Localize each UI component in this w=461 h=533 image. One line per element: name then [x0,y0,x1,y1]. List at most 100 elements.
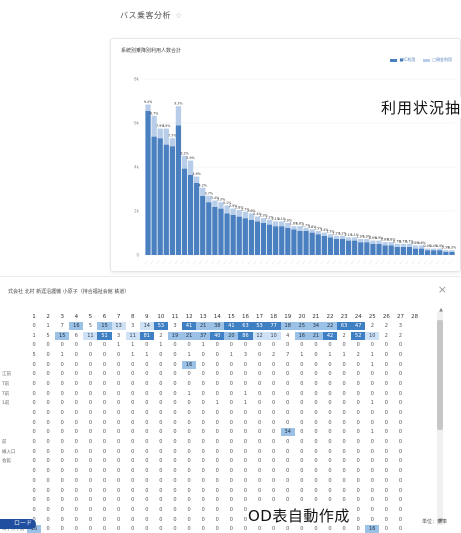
close-icon[interactable]: × [437,283,447,296]
x-tick-label: ····· [283,259,289,265]
page-title: バス乗客分析 ☆ [120,10,183,21]
od-cell: 12 [252,331,267,340]
od-cell: 0 [102,419,107,426]
y-tick-label: 6k [134,121,140,126]
od-column-header: 22 [326,313,334,320]
bar-ic [285,227,291,255]
bar-ic [230,215,236,255]
bar-ic [151,136,157,255]
od-cell: 0 [131,429,135,436]
od-row: 0 0 0 0 0 0 0 0 0 0 0 0 0 0 0 0 0 0 0 0 0 0 0 0 0 0 0 [0,408,432,418]
bar-ic [425,250,431,255]
x-tick-label: ····· [198,259,204,265]
od-cell: 0 [215,516,219,523]
od-cell: 0 [328,439,332,446]
od-cell: 0 [384,380,388,387]
x-tick-label: ····· [185,259,191,265]
od-cell: 0 [314,458,318,465]
od-cell: 0 [398,380,403,387]
od-cell: 0 [328,468,332,475]
od-cell: 0 [300,497,304,504]
bar-ic [200,195,206,255]
od-row-label: 線入口 [2,449,16,455]
od-column-header: 20 [298,313,306,320]
od-row-label: 1前 [2,401,10,407]
od-cell: 0 [88,497,93,504]
od-cell: 0 [398,351,403,358]
od-cell: 0 [187,516,191,523]
od-cell: 0 [60,439,64,446]
od-cell: 0 [46,380,50,387]
od-cell: 0 [32,410,36,417]
od-cell: 0 [243,410,248,417]
od-cell: 0 [74,390,78,397]
bar-cash [266,219,273,225]
od-cell: 0 [398,477,403,484]
od-cell: 0 [229,487,233,494]
od-cell: 0 [370,487,374,494]
data-label: 1.0% [363,235,371,239]
od-row: T前 0 0 0 0 0 0 0 0 0 0 0 1 0 0 0 1 0 0 0 0 0 0 0 0 0 0 0 [0,389,432,399]
x-tick-label: ····· [234,259,240,265]
bar-ic [266,224,273,255]
od-cell: 0 [159,380,163,387]
od-cell: 0 [328,477,332,484]
legend-cash[interactable]: □現金利用 [423,57,452,63]
od-cell: 77 [266,321,281,330]
od-cell: 0 [243,342,248,349]
vertical-scrollbar[interactable] [437,312,443,525]
od-cell: 0 [201,458,205,465]
od-cell: 0 [229,516,233,523]
od-cell: 16 [365,525,380,533]
od-cell: 0 [145,477,149,484]
bar-cash [187,160,194,175]
data-label: 0.7% [399,239,407,243]
od-cell: 0 [117,371,121,378]
od-cell: 0 [356,371,360,378]
download-button[interactable]: ロード [0,519,36,529]
bar-cash [279,221,285,227]
od-header-row: 1 2 3 4 5 6 7 8 9 10 11 12 13 14 15 16 17 18 19 20 21 22 23 24 2… [0,312,432,321]
scroll-up-icon[interactable]: ▲ [439,307,443,313]
od-cell: 0 [173,419,177,426]
od-cell: 3 [117,332,121,339]
od-cell: 0 [159,410,163,417]
od-cell: 1 [370,361,374,368]
od-cell: 0 [88,516,93,523]
od-cell: 0 [314,351,318,358]
od-cell: 0 [145,516,149,523]
od-cell: 0 [102,400,107,407]
od-cell: 0 [314,410,318,417]
od-cell: 0 [102,429,107,436]
od-cell: 0 [187,468,191,475]
od-cell: 0 [145,526,149,533]
od-cell: 0 [215,380,219,387]
x-tick-label: ····· [301,259,307,265]
od-row: 0 0 0 0 0 0 0 0 0 0 0 16 0 0 0 0 0 0 0 0 0 0 0 0 1 0 0 [0,360,432,370]
od-cell: 0 [201,477,205,484]
od-row: 0 1 7 16 5 15 13 3 14 53 3 41 21 38 41 63 53 77 18 25 34 22 63… [0,321,432,331]
od-cell: 5 [46,332,50,339]
od-cell: 0 [46,458,50,465]
od-cell: 0 [398,371,403,378]
x-tick-label: ····· [343,259,349,265]
x-tick-label: ····· [313,259,319,265]
od-cell: 0 [32,322,36,329]
od-cell: 0 [201,400,205,407]
od-cell: 0 [46,429,50,436]
star-icon[interactable]: ☆ [175,11,183,20]
scroll-down-icon[interactable]: ▼ [439,518,443,524]
od-cell: 0 [370,390,374,397]
od-cell: 0 [74,477,78,484]
od-cell: 0 [384,468,388,475]
scrollbar-thumb[interactable] [437,320,443,430]
legend-ic[interactable]: ■IC利用 [390,57,415,63]
x-tick-label: ····· [161,259,167,265]
bar-cash [388,242,394,246]
bar-ic [358,242,364,255]
od-cell: 0 [229,468,233,475]
od-cell: 0 [201,497,205,504]
od-cell: 0 [117,526,121,533]
od-cell: 0 [201,516,205,523]
od-cell: 0 [272,468,276,475]
